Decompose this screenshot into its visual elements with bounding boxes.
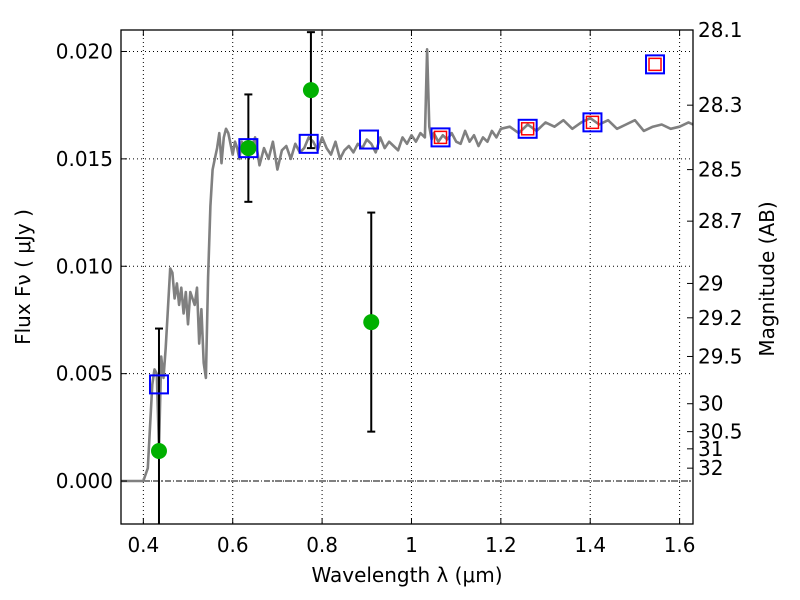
magnitude-tick-label: 29.2 — [698, 306, 743, 330]
y-tick-label: 0.015 — [56, 147, 113, 171]
observed-flux-point — [363, 314, 380, 331]
model-photometry-square — [298, 133, 319, 154]
magnitude-tick-label: 30 — [698, 392, 723, 416]
model-photometry-square — [430, 127, 451, 148]
magnitude-tick-label: 28.5 — [698, 158, 743, 182]
model-photometry-inner-square — [433, 130, 448, 145]
model-photometry-square — [148, 374, 169, 395]
ticks: 0.4 0.6 0.8 1 1.2 1.4 1.6 0.000 0.005 0.010 0.015 0… — [56, 18, 743, 557]
model-photometry-square — [359, 129, 380, 150]
observed-flux-point — [150, 442, 167, 459]
model-spectrum-line — [121, 48, 694, 483]
model-photometry-square — [582, 112, 603, 133]
y-axis-label-right: Magnitude (AB) — [755, 201, 779, 356]
model-photometry-inner-square — [520, 122, 535, 136]
y-axis-label-left: Flux Fν ( μJy ) — [11, 209, 35, 345]
magnitude-tick-label: 29.5 — [698, 344, 743, 368]
observed-flux-point — [240, 140, 257, 157]
observed-flux-point — [302, 82, 319, 99]
magnitude-tick-label: 29 — [698, 271, 723, 295]
model-photometry-inner-square — [585, 115, 600, 130]
x-tick-label: 0.6 — [217, 533, 249, 557]
magnitude-tick-label: 30.5 — [698, 420, 743, 444]
x-tick-label: 1.2 — [485, 533, 517, 557]
x-tick-label: 0.8 — [306, 533, 338, 557]
magnitude-tick-label: 31 — [698, 437, 723, 461]
series-layer — [121, 31, 694, 524]
plot-frame — [120, 29, 694, 525]
x-tick-label: 1.6 — [664, 533, 696, 557]
model-photometry-inner-square — [648, 57, 662, 72]
y-tick-label: 0.000 — [56, 469, 113, 493]
x-tick-label: 0.4 — [127, 533, 159, 557]
model-photometry-square — [238, 138, 259, 159]
model-photometry-square — [517, 118, 538, 139]
x-axis-label: Wavelength λ (μm) — [311, 563, 502, 587]
magnitude-tick-label: 28.3 — [698, 93, 743, 117]
y-tick-label: 0.010 — [56, 254, 113, 278]
magnitude-tick-label: 28.7 — [698, 209, 743, 233]
model-photometry-square — [645, 54, 666, 75]
magnitude-tick-label: 32 — [698, 456, 723, 480]
x-tick-label: 1 — [405, 533, 418, 557]
y-tick-label: 0.005 — [56, 362, 113, 386]
magnitude-tick-label: 28.1 — [698, 18, 743, 42]
y-tick-label: 0.020 — [56, 39, 113, 63]
x-tick-label: 1.4 — [574, 533, 606, 557]
